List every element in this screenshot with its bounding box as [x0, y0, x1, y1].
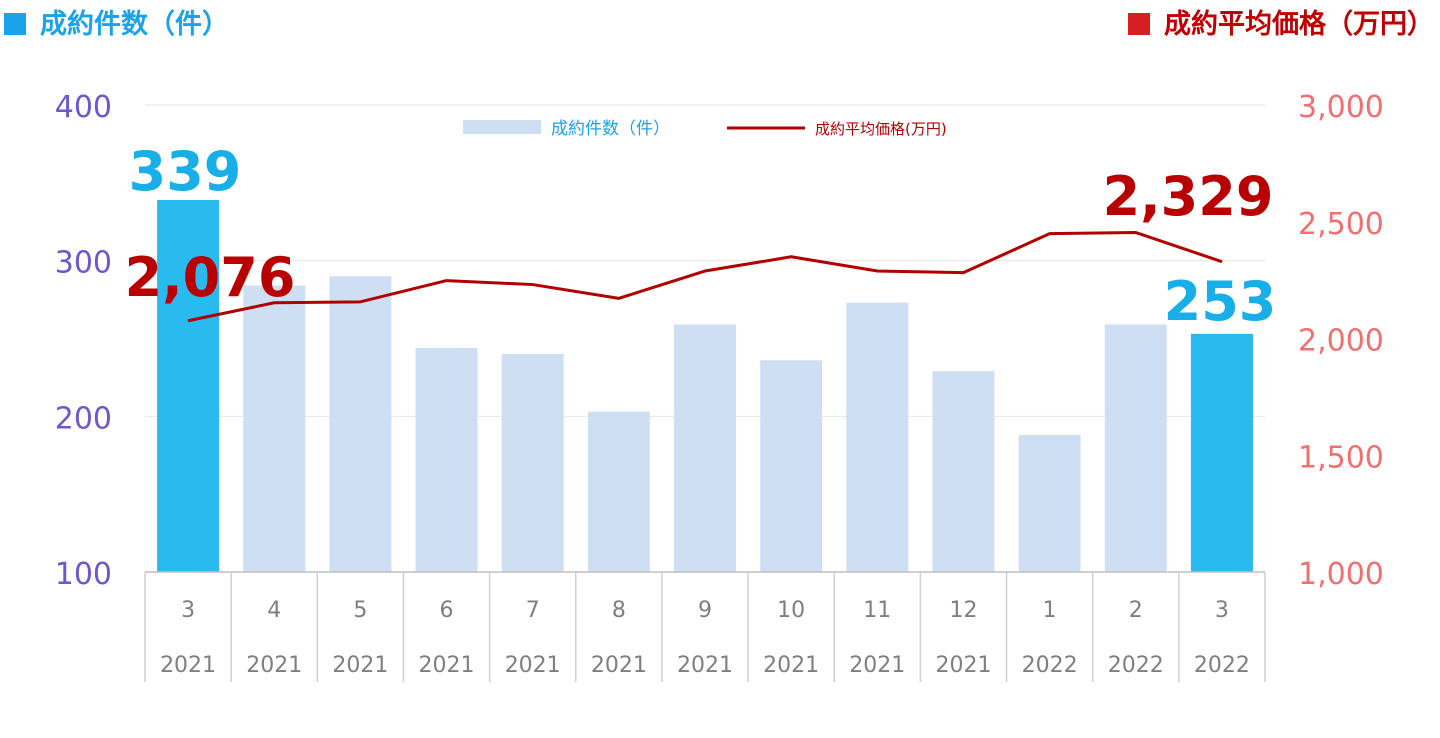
red-square-icon [1128, 13, 1150, 35]
left-tick-label: 400 [55, 90, 112, 125]
right-tick-label: 1,500 [1298, 440, 1384, 475]
price-point [1221, 261, 1223, 263]
data-labels: 339 253 2,076 2,329 [125, 140, 1277, 333]
price-point [790, 256, 792, 258]
bar [932, 371, 995, 572]
bars [157, 199, 1253, 572]
x-tick-month: 4 [267, 598, 281, 623]
x-tick-month: 12 [949, 598, 977, 623]
bar [501, 354, 564, 572]
left-axis-title-text: 成約件数（件） [40, 9, 229, 40]
x-tick-year: 2021 [591, 653, 647, 678]
right-axis-title-text: 成約平均価格（万円） [1164, 9, 1434, 40]
x-axis: 3 2021 4 2021 5 2021 6 2021 7 2021 8 2021 9 2021 10 202… [144, 571, 1266, 682]
price-label-first: 2,076 [125, 246, 296, 309]
price-point [1135, 231, 1137, 233]
left-tick-label: 100 [55, 557, 112, 592]
bar [587, 411, 650, 572]
x-tick-month: 5 [353, 598, 367, 623]
legend: 成約件数（件） 成約平均価格(万円) [463, 119, 947, 139]
price-point [187, 320, 189, 322]
x-tick-month: 10 [777, 598, 805, 623]
x-tick-year: 2021 [849, 653, 905, 678]
x-tick-year: 2021 [160, 653, 216, 678]
x-tick-month: 9 [698, 598, 712, 623]
right-axis-title: 成約平均価格（万円） [1128, 2, 1434, 41]
count-label-last: 253 [1164, 270, 1277, 333]
price-point [359, 301, 361, 303]
x-tick-year: 2022 [1194, 653, 1250, 678]
right-tick-label: 3,000 [1298, 90, 1384, 125]
x-tick-month: 1 [1043, 598, 1057, 623]
bar [243, 285, 306, 572]
x-tick-month: 11 [863, 598, 891, 623]
x-tick-month: 6 [440, 598, 454, 623]
bar [1018, 435, 1081, 572]
x-tick-month: 7 [526, 598, 540, 623]
legend-bar-label: 成約件数（件） [551, 119, 670, 139]
left-axis-title: 成約件数（件） [4, 2, 229, 41]
x-tick-year: 2021 [246, 653, 302, 678]
price-line [187, 230, 1223, 323]
x-tick-year: 2021 [677, 653, 733, 678]
price-point [273, 302, 275, 304]
x-tick-year: 2022 [1022, 653, 1078, 678]
x-tick-year: 2022 [1108, 653, 1164, 678]
price-point [446, 280, 448, 282]
x-tick-year: 2021 [935, 653, 991, 678]
price-point [618, 297, 620, 299]
x-tick-month: 2 [1129, 598, 1143, 623]
x-tick-year: 2021 [419, 653, 475, 678]
x-tick-month: 3 [181, 598, 195, 623]
left-tick-label: 300 [55, 246, 112, 281]
legend-bar-swatch [463, 120, 541, 134]
x-tick-month: 3 [1215, 598, 1229, 623]
bar [1104, 324, 1167, 572]
bar [846, 302, 909, 572]
left-tick-label: 200 [55, 401, 112, 436]
bar [674, 324, 736, 572]
bar [157, 199, 220, 572]
bar [329, 276, 392, 572]
price-point [962, 272, 964, 274]
y-ticks: 100 200 300 400 1,000 1,500 2,000 2,500 3,000 [55, 90, 1384, 592]
price-point [532, 284, 534, 286]
bar [760, 360, 823, 572]
right-tick-label: 2,000 [1298, 324, 1384, 359]
right-tick-label: 1,000 [1298, 557, 1384, 592]
price-label-last: 2,329 [1103, 165, 1274, 228]
x-tick-year: 2021 [505, 653, 561, 678]
right-tick-label: 2,500 [1298, 207, 1384, 242]
x-tick-month: 8 [612, 598, 626, 623]
x-tick-year: 2021 [332, 653, 388, 678]
price-point [876, 270, 878, 272]
price-point [1049, 233, 1051, 235]
bar [1190, 333, 1253, 572]
price-point [704, 270, 706, 272]
legend-line-label: 成約平均価格(万円) [815, 120, 947, 138]
count-label-first: 339 [129, 140, 242, 203]
bar [415, 347, 478, 572]
x-tick-year: 2021 [763, 653, 819, 678]
blue-square-icon [4, 13, 26, 35]
